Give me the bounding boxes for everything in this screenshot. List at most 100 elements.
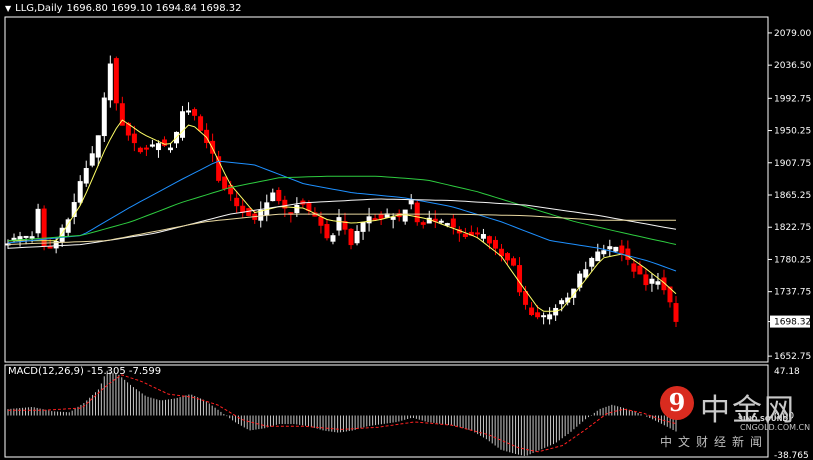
moving-average-line <box>7 213 676 245</box>
candle-body <box>294 204 300 214</box>
price-axis-label: 2036.50 <box>774 61 811 71</box>
candle-body <box>246 208 252 216</box>
candle-body <box>59 227 65 242</box>
candle-body <box>119 103 125 126</box>
candle-body <box>673 303 679 322</box>
candle-body <box>402 209 408 222</box>
candle-body <box>601 250 607 255</box>
chart-header: ▼ LLG,Daily 1696.80 1699.10 1694.84 1698… <box>5 3 241 14</box>
candle-body <box>318 216 324 226</box>
candle-body <box>378 214 384 220</box>
candle-body <box>625 248 631 260</box>
macd-pane-frame <box>4 364 769 458</box>
candle-body <box>559 300 565 305</box>
candle-body <box>444 223 450 226</box>
candle-body <box>408 200 414 205</box>
candle-body <box>504 253 510 261</box>
candle-body <box>517 265 523 293</box>
price-axis-label: 1865.25 <box>774 191 811 201</box>
candle-body <box>306 202 312 211</box>
candle-body <box>101 97 107 137</box>
current-price-box <box>770 315 810 328</box>
moving-average-line <box>7 198 677 249</box>
candle-body <box>149 144 155 147</box>
price-axis-label: 1698.32 <box>774 318 811 328</box>
candle-body <box>613 246 619 252</box>
candle-body <box>637 265 643 275</box>
macd-axis-label: -38.765 <box>774 451 809 460</box>
macd-axis-label: 47.18 <box>774 367 800 377</box>
candle-body <box>450 218 456 228</box>
candle-body <box>438 220 444 223</box>
candle-body <box>107 63 113 101</box>
candle-body <box>541 315 547 318</box>
candle-body <box>47 246 53 249</box>
candle-body <box>372 218 378 221</box>
candle-body <box>161 139 167 146</box>
candle-body <box>655 281 661 285</box>
candle-body <box>486 236 492 244</box>
moving-average-line <box>8 119 677 312</box>
candle-body <box>17 236 23 240</box>
watermark-url: CNGOLD.COM.CN <box>740 423 811 432</box>
candle-body <box>53 240 59 249</box>
candle-body <box>492 239 498 249</box>
candle-body <box>661 277 667 291</box>
candle-body <box>270 192 276 202</box>
candle-body <box>583 269 589 278</box>
candle-body <box>216 156 222 181</box>
candle-body <box>222 176 228 189</box>
candle-body <box>360 221 366 232</box>
symbol-label: LLG,Daily <box>15 3 63 14</box>
triangle-down-icon[interactable]: ▼ <box>5 4 12 13</box>
candle-body <box>143 147 149 150</box>
candle-body <box>71 202 77 217</box>
candle-body <box>595 251 601 262</box>
price-axis-label: 1950.25 <box>774 127 811 137</box>
candle-body <box>125 122 131 136</box>
candle-body <box>474 232 480 235</box>
price-axis-label: 1822.75 <box>774 223 811 233</box>
candle-body <box>198 116 204 131</box>
candle-body <box>643 274 649 286</box>
candle-body <box>282 199 288 209</box>
candle-body <box>589 257 595 267</box>
watermark-name: 中金网 <box>700 393 796 428</box>
candle-body <box>155 143 161 151</box>
watermark-sino: SINO SOUND <box>738 415 789 423</box>
candle-body <box>667 286 673 303</box>
candle-body <box>23 235 29 238</box>
candle-body <box>631 263 637 272</box>
candle-body <box>547 314 553 320</box>
moving-average-line <box>7 160 677 272</box>
price-axis-label: 1907.75 <box>774 159 811 169</box>
candle-body <box>234 197 240 207</box>
candle-body <box>131 133 137 144</box>
candle-body <box>366 216 372 224</box>
candle-body <box>186 110 192 113</box>
price-axis-label: 2079.00 <box>774 29 811 39</box>
candle-body <box>180 111 186 138</box>
candle-body <box>324 224 330 239</box>
candle-body <box>523 291 529 305</box>
price-axis-label: 1737.75 <box>774 288 811 298</box>
macd-signal-line <box>8 374 677 453</box>
candle-body <box>240 205 246 213</box>
candle-body <box>498 248 504 257</box>
candle-body <box>607 246 613 250</box>
candle-body <box>342 221 348 230</box>
candle-body <box>95 135 101 158</box>
candle-body <box>41 208 47 247</box>
macd-axis-label: 0.00 <box>774 412 794 422</box>
price-axis-label: 1992.75 <box>774 94 811 104</box>
candle-body <box>137 147 143 153</box>
candle-body <box>414 202 420 223</box>
candle-body <box>258 209 264 221</box>
macd-label: MACD(12,26,9) -15.305 -7.599 <box>8 366 162 377</box>
candle-body <box>65 219 71 233</box>
candle-body <box>336 217 342 231</box>
candle-body <box>571 288 577 298</box>
candle-body <box>511 258 517 266</box>
